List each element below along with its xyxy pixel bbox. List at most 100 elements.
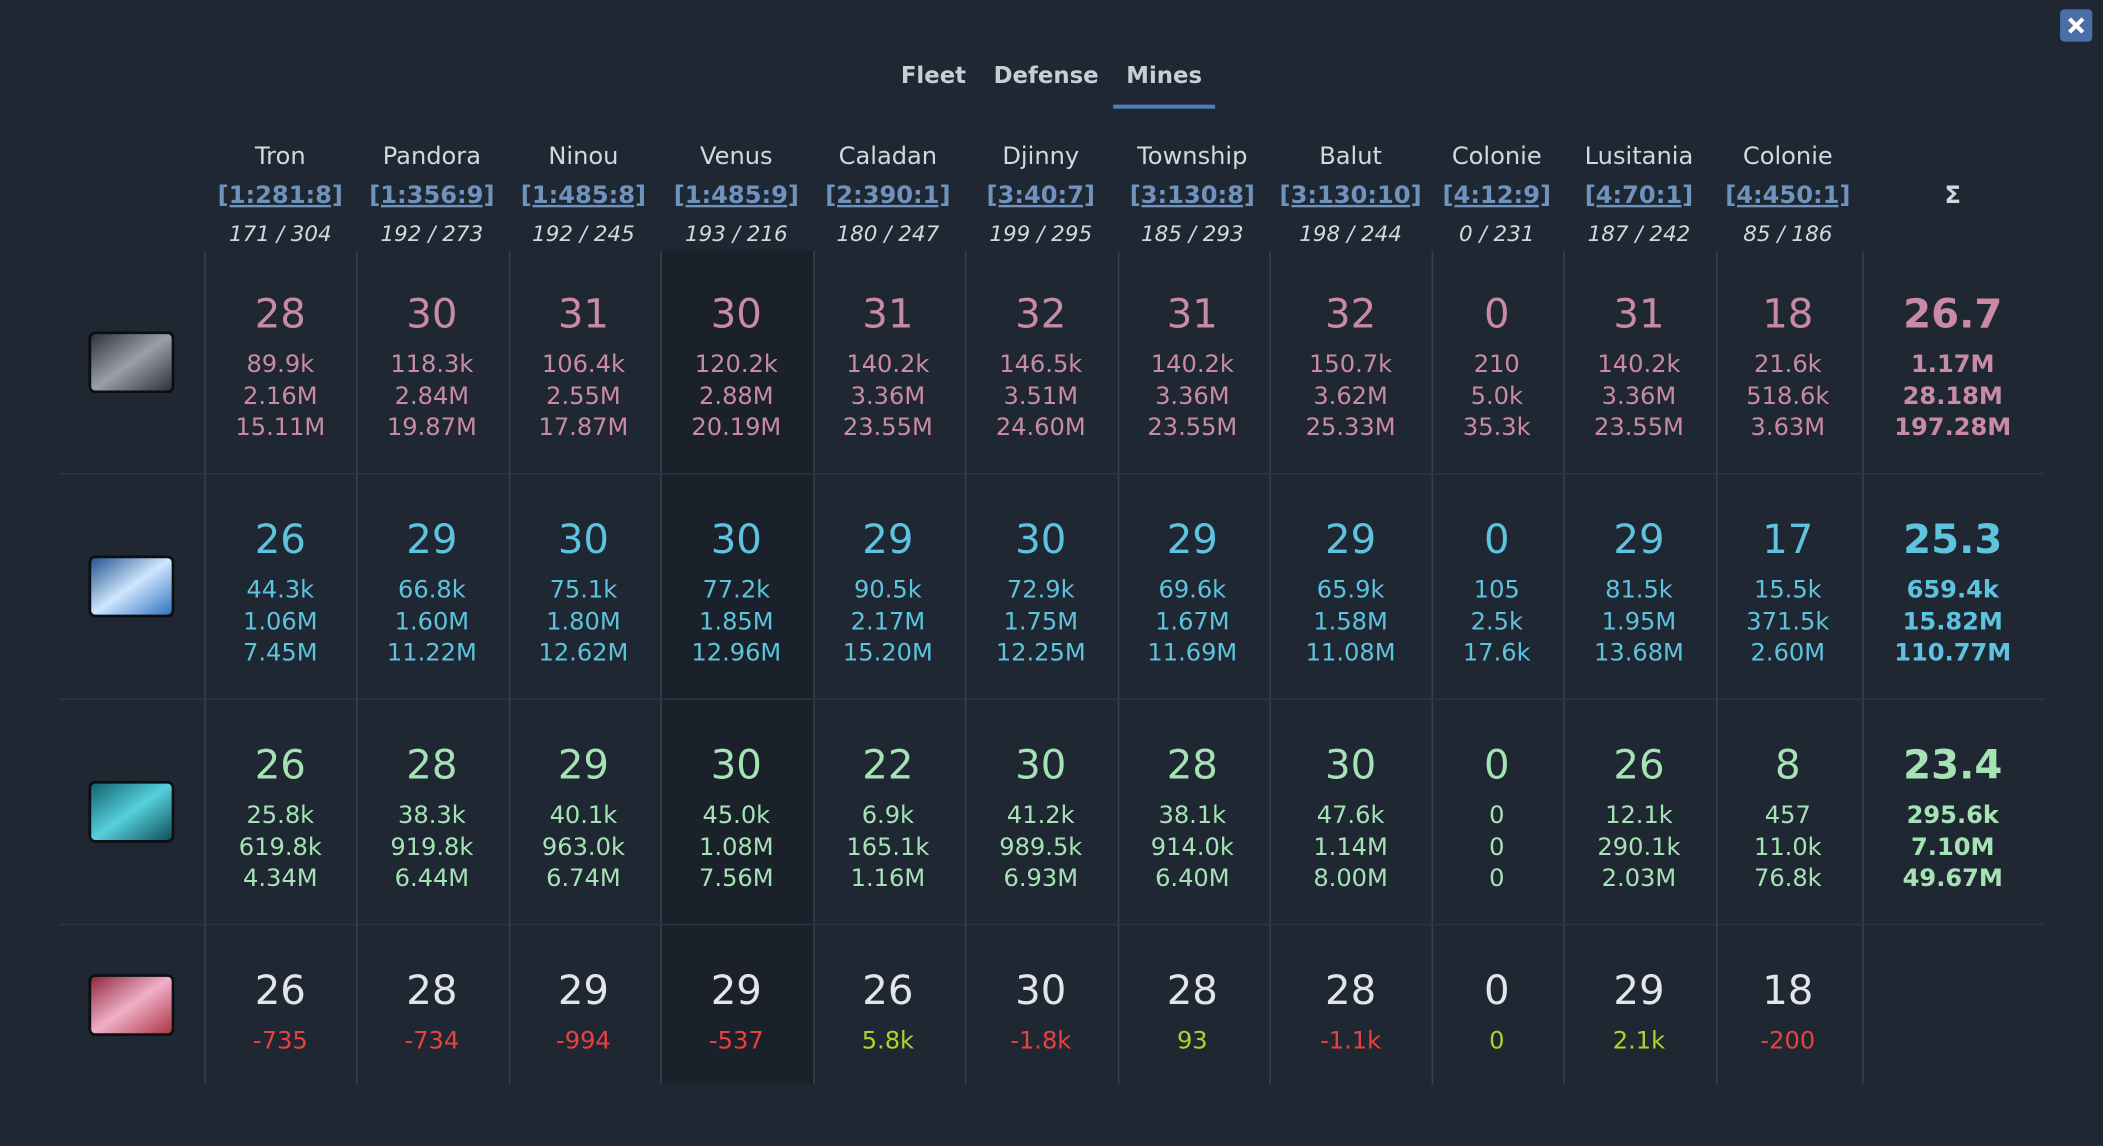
production-value: 106.4k xyxy=(542,350,625,378)
mine-level: 0 xyxy=(1484,517,1510,563)
mine-level: 0 xyxy=(1484,292,1510,338)
tab[interactable]: Mines xyxy=(1126,63,1202,89)
mine-level: 28 xyxy=(255,292,306,338)
production-value: 38.3k xyxy=(398,801,466,829)
planet-fields: 193 / 216 xyxy=(685,222,788,247)
production-value: 12.1k xyxy=(1605,801,1673,829)
production-value: 290.1k xyxy=(1597,833,1680,861)
planet-coords[interactable]: [2:390:1] xyxy=(825,181,950,209)
mine-level: 18 xyxy=(1762,292,1813,338)
production-value: 2.84M xyxy=(395,382,470,410)
production-value: 6.44M xyxy=(395,864,470,892)
mine-level: 22 xyxy=(862,743,913,789)
sum-value: 295.6k xyxy=(1907,801,2000,829)
sum-value: 28.18M xyxy=(1903,382,2003,410)
mine-level: 8 xyxy=(1775,743,1801,789)
production-value: 2.03M xyxy=(1602,864,1677,892)
planet-fields: 199 / 295 xyxy=(989,222,1092,247)
production-value: -734 xyxy=(404,1026,459,1054)
production-value: -994 xyxy=(556,1026,611,1054)
production-value: 44.3k xyxy=(246,575,314,603)
planet-fields: 187 / 242 xyxy=(1588,222,1691,247)
tab[interactable]: Defense xyxy=(994,63,1099,89)
production-value: 66.8k xyxy=(398,575,466,603)
mine-level: 30 xyxy=(711,743,762,789)
planet-coords[interactable]: [4:70:1] xyxy=(1585,181,1693,209)
production-value: 0 xyxy=(1489,1026,1504,1054)
planet-name: Caladan xyxy=(839,142,937,170)
production-value: 0 xyxy=(1489,833,1504,861)
production-value: 963.0k xyxy=(542,833,625,861)
mine-level: 29 xyxy=(862,517,913,563)
deuterium-icon xyxy=(88,780,175,843)
production-value: 140.2k xyxy=(1151,350,1234,378)
production-value: 6.93M xyxy=(1004,864,1079,892)
sum-header: Σ xyxy=(1945,181,1961,209)
planet-coords[interactable]: [3:40:7] xyxy=(987,181,1095,209)
production-value: -200 xyxy=(1760,1026,1815,1054)
production-value: 4.34M xyxy=(243,864,318,892)
sum-level: 23.4 xyxy=(1903,743,2002,789)
production-value: 3.62M xyxy=(1313,382,1388,410)
production-value: 2.16M xyxy=(243,382,318,410)
production-value: 3.51M xyxy=(1004,382,1079,410)
production-value: 371.5k xyxy=(1746,608,1829,636)
mine-level: 28 xyxy=(406,743,457,789)
mine-level: 29 xyxy=(711,968,762,1014)
production-value: 15.11M xyxy=(235,413,325,441)
production-value: 40.1k xyxy=(550,801,618,829)
planet-name: Lusitania xyxy=(1585,142,1694,170)
mine-level: 32 xyxy=(1015,292,1066,338)
planet-name: Balut xyxy=(1319,142,1382,170)
planet-coords[interactable]: [3:130:8] xyxy=(1130,181,1255,209)
production-value: 919.8k xyxy=(390,833,473,861)
planet-fields: 0 / 231 xyxy=(1459,222,1534,247)
production-value: 20.19M xyxy=(691,413,781,441)
production-value: 1.85M xyxy=(699,608,774,636)
production-value: 11.22M xyxy=(387,639,477,667)
production-value: 8.00M xyxy=(1313,864,1388,892)
planet-name: Djinny xyxy=(1002,142,1079,170)
production-value: 2.1k xyxy=(1613,1026,1665,1054)
mine-level: 26 xyxy=(1613,743,1664,789)
production-value: 5.0k xyxy=(1471,382,1523,410)
production-value: -1.1k xyxy=(1320,1026,1381,1054)
production-value: 1.14M xyxy=(1313,833,1388,861)
production-value: 93 xyxy=(1177,1026,1208,1054)
production-value: 0 xyxy=(1489,801,1504,829)
production-value: 6.9k xyxy=(862,801,914,829)
production-value: 23.55M xyxy=(1594,413,1684,441)
planet-coords[interactable]: [4:450:1] xyxy=(1725,181,1850,209)
production-value: 2.60M xyxy=(1751,639,1826,667)
planet-coords[interactable]: [1:485:9] xyxy=(674,181,799,209)
planet-name: Pandora xyxy=(383,142,481,170)
active-tab-underline xyxy=(1113,104,1216,109)
production-value: 1.58M xyxy=(1313,608,1388,636)
production-value: 15.5k xyxy=(1754,575,1822,603)
planet-coords[interactable]: [4:12:9] xyxy=(1443,181,1551,209)
production-value: 90.5k xyxy=(854,575,922,603)
planet-coords[interactable]: [1:485:8] xyxy=(521,181,646,209)
planet-fields: 185 / 293 xyxy=(1141,222,1244,247)
planet-coords[interactable]: [3:130:10] xyxy=(1280,181,1422,209)
production-value: 11.08M xyxy=(1306,639,1396,667)
planet-name: Tron xyxy=(254,142,306,170)
column-highlight xyxy=(661,250,815,1085)
production-value: 7.56M xyxy=(699,864,774,892)
mine-level: 32 xyxy=(1325,292,1376,338)
production-value: 989.5k xyxy=(999,833,1082,861)
production-value: 19.87M xyxy=(387,413,477,441)
production-value: 72.9k xyxy=(1007,575,1075,603)
production-value: 11.0k xyxy=(1754,833,1822,861)
mine-level: 26 xyxy=(255,743,306,789)
production-value: 89.9k xyxy=(246,350,314,378)
production-value: 1.67M xyxy=(1155,608,1230,636)
planet-coords[interactable]: [1:356:9] xyxy=(369,181,494,209)
planet-name: Ninou xyxy=(548,142,618,170)
production-value: 38.1k xyxy=(1158,801,1226,829)
production-value: 41.2k xyxy=(1007,801,1075,829)
tab[interactable]: Fleet xyxy=(901,63,966,89)
mine-level: 29 xyxy=(1613,968,1664,1014)
planet-coords[interactable]: [1:281:8] xyxy=(218,181,343,209)
